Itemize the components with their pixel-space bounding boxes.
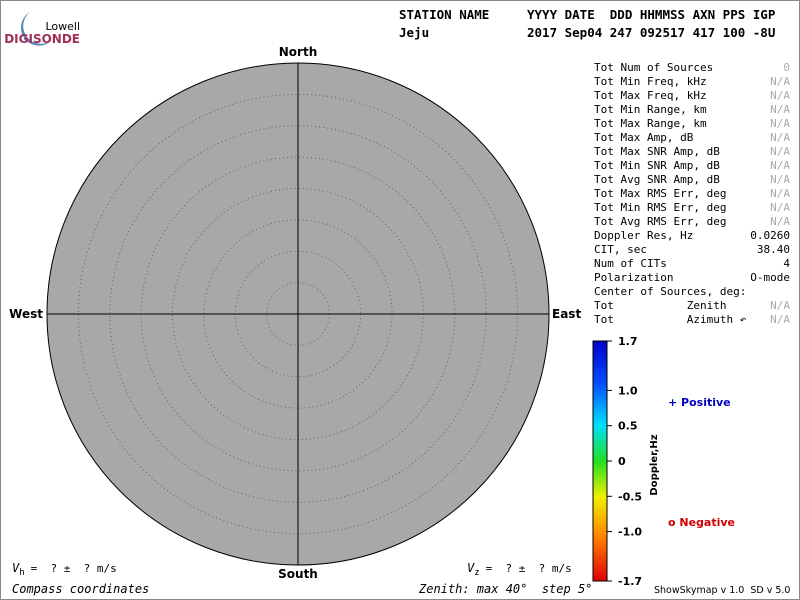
stat-label: Tot Max RMS Err, deg xyxy=(594,187,726,200)
stat-label: Doppler Res, Hz xyxy=(594,229,693,242)
stat-value: N/A xyxy=(770,215,790,228)
stat-label: Tot Avg RMS Err, deg xyxy=(594,215,726,228)
stat-label: Tot Max Freq, kHz xyxy=(594,89,707,102)
header-label: STATION NAME xyxy=(399,7,489,22)
vh-symbol: V xyxy=(12,561,20,575)
stat-value: 4 xyxy=(783,257,790,270)
stat-label: Tot Azimuth ↶ xyxy=(594,313,747,326)
zenith-info: Zenith: max 40° step 5° xyxy=(418,582,592,596)
stat-value: N/A xyxy=(770,89,790,102)
colorbar xyxy=(592,340,608,582)
stat-value: N/A xyxy=(770,159,790,172)
stat-value: O-mode xyxy=(750,271,790,284)
stat-label: Tot Max Range, km xyxy=(594,117,707,130)
colorbar-tick-label: -1.7 xyxy=(618,575,642,588)
stat-value: 0.0260 xyxy=(750,229,790,242)
compass-north: North xyxy=(279,45,317,59)
colorbar-tick-label: -1.0 xyxy=(618,526,642,539)
stat-label: Tot Max SNR Amp, dB xyxy=(594,145,720,158)
stat-label: Tot Min RMS Err, deg xyxy=(594,201,726,214)
version: ShowSkymap v 1.0 SD v 5.0 xyxy=(654,585,790,596)
stat-label: Tot Max Amp, dB xyxy=(594,131,694,144)
stat-label: Tot Min Range, km xyxy=(594,103,707,116)
stat-value: N/A xyxy=(770,173,790,186)
vh: Vh = ? ± ? m/s xyxy=(12,561,117,578)
vz-text: = ? ± ? m/s xyxy=(486,562,572,575)
stat-label: Center of Sources, deg: xyxy=(594,285,746,298)
stat-value: N/A xyxy=(770,201,790,214)
stat-value: 0 xyxy=(783,61,790,74)
stat-value: N/A xyxy=(770,145,790,158)
stat-value: 38.40 xyxy=(757,243,790,256)
colorbar-title: Doppler,Hz xyxy=(649,434,660,495)
stat-label: Tot Num of Sources xyxy=(594,61,713,74)
stat-value: N/A xyxy=(770,117,790,130)
stat-value: N/A xyxy=(770,187,790,200)
colorbar-tick-label: 1.0 xyxy=(618,384,638,397)
colorbar-tick-label: 0.5 xyxy=(618,420,638,433)
header-fields: 2017 Sep04 247 092517 417 100 -8U xyxy=(527,25,775,40)
stat-label: Tot Avg SNR Amp, dB xyxy=(594,173,720,186)
header-label: YYYY DATE DDD HHMMSS AXN PPS IGP xyxy=(527,7,775,22)
stat-value: N/A xyxy=(770,103,790,116)
colorbar-ticks: 1.7 1.0 0.5 0 -0.5 -1.0 -1.7 xyxy=(607,335,642,588)
coordinates: Compass coordinates xyxy=(12,582,149,596)
colorbar-tick-label: 1.7 xyxy=(618,335,638,348)
compass-west: West xyxy=(9,307,43,321)
vz-sub: z xyxy=(474,568,479,578)
stat-label: Tot Min SNR Amp, dB xyxy=(594,159,720,172)
station-name: Jeju xyxy=(399,25,429,40)
vz: Vz = ? ± ? m/s xyxy=(467,561,572,578)
logo-top: Lowell xyxy=(45,20,80,33)
stat-value: N/A xyxy=(770,299,790,312)
stat-value: N/A xyxy=(770,313,790,326)
compass-south: South xyxy=(278,567,318,581)
logo-bottom: DIGISONDE xyxy=(4,32,80,46)
stat-label: Tot Zenith xyxy=(594,299,726,312)
vh-text: = ? ± ? m/s xyxy=(31,562,117,575)
stat-label: Polarization xyxy=(594,271,673,284)
colorbar-tick-label: -0.5 xyxy=(618,490,642,503)
vz-symbol: V xyxy=(467,561,475,575)
legend-positive: + Positive xyxy=(668,396,731,409)
compass-east: East xyxy=(552,307,581,321)
stat-value: N/A xyxy=(770,131,790,144)
vh-sub: h xyxy=(19,568,24,578)
stat-label: Num of CITs xyxy=(594,257,667,270)
colorbar-tick-label: 0 xyxy=(618,455,626,468)
stat-label: Tot Min Freq, kHz xyxy=(594,75,707,88)
stat-value: N/A xyxy=(770,75,790,88)
stats-table: Tot Num of Sources 0 Tot Min Freq, kHz N/A T… xyxy=(594,61,790,326)
stat-label: CIT, sec xyxy=(594,243,647,256)
logo-swoosh xyxy=(20,12,52,46)
legend-negative: o Negative xyxy=(668,516,735,529)
